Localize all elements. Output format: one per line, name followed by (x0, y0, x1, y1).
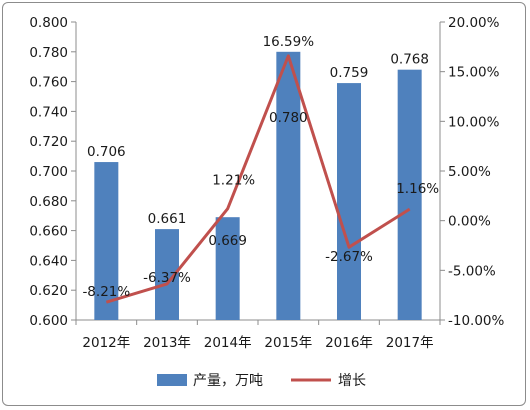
line-data-label: 1.21% (212, 173, 255, 189)
bar-data-label: 0.706 (87, 144, 126, 160)
bar (397, 69, 422, 321)
x-tick-label: 2012年 (82, 335, 130, 351)
line-data-label: -2.67% (325, 249, 373, 265)
line-data-label: -6.37% (143, 270, 191, 286)
growth-line (105, 54, 411, 304)
legend-label-bar: 产量，万吨 (193, 373, 263, 389)
line-data-label: -8.21% (82, 284, 130, 300)
right-tick-label: 10.00% (448, 114, 500, 130)
bar (94, 162, 119, 320)
right-tick-label: -10.00% (448, 313, 505, 329)
right-tick-label: 15.00% (448, 65, 500, 81)
x-tick-label: 2013年 (143, 335, 191, 351)
bar-data-label: 0.759 (330, 65, 369, 81)
bar (215, 217, 240, 320)
left-tick-label: 0.600 (29, 313, 68, 329)
left-tick-label: 0.780 (29, 45, 68, 61)
left-tick-label: 0.700 (29, 164, 68, 180)
left-tick-label: 0.760 (29, 75, 68, 91)
bar (276, 51, 301, 321)
x-tick-label: 2015年 (264, 335, 312, 351)
bar-data-label: 0.661 (148, 211, 187, 227)
bar (337, 83, 361, 320)
left-tick-label: 0.660 (29, 224, 68, 240)
right-tick-label: -5.00% (448, 263, 496, 279)
line-data-label: 16.59% (263, 34, 315, 50)
line-data-label: 1.16% (396, 181, 439, 197)
left-tick-label: 0.720 (29, 134, 68, 150)
right-tick-label: 5.00% (448, 164, 491, 180)
bar-data-label: 0.768 (390, 52, 429, 68)
x-tick-label: 2014年 (204, 335, 252, 351)
left-tick-label: 0.680 (29, 194, 68, 210)
left-tick-label: 0.620 (29, 283, 68, 299)
legend-label-line: 增长 (338, 373, 366, 389)
x-tick-label: 2017年 (386, 335, 434, 351)
left-tick-label: 0.800 (29, 15, 68, 31)
x-tick-label: 2016年 (325, 335, 373, 351)
legend-swatch-bar (157, 374, 187, 386)
left-tick-label: 0.740 (29, 104, 68, 120)
bar-data-label: 0.669 (208, 233, 247, 249)
right-tick-label: 20.00% (448, 15, 500, 31)
right-tick-label: 0.00% (448, 214, 491, 230)
chart-frame (2, 2, 526, 406)
left-tick-label: 0.640 (29, 253, 68, 269)
bar-data-label: 0.780 (269, 110, 308, 126)
